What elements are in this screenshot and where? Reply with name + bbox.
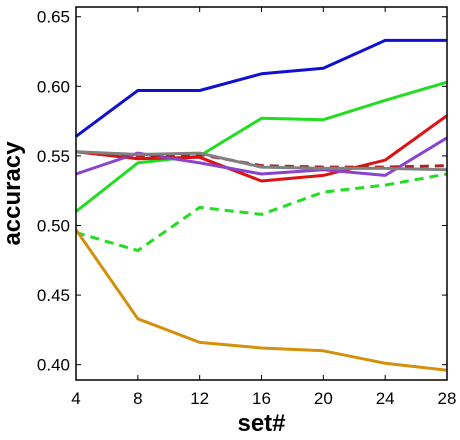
ticks-layer: 4 8 12 16 20 24 28 0.40 0.45 0.50 0.55 0.60 0.65 bbox=[37, 7, 457, 408]
series-layer bbox=[74, 38, 448, 372]
x-tick-label: 12 bbox=[190, 389, 209, 408]
y-axis-title: accuracy bbox=[0, 141, 26, 246]
x-tick-label: 4 bbox=[71, 389, 80, 408]
series-line-3 bbox=[75, 114, 448, 183]
x-tick-label: 8 bbox=[133, 389, 142, 408]
x-tick-label: 28 bbox=[438, 389, 457, 408]
x-tick-label: 16 bbox=[252, 389, 271, 408]
y-tick-label: 0.40 bbox=[37, 356, 70, 375]
y-tick-label: 0.65 bbox=[37, 8, 70, 27]
y-tick-label: 0.45 bbox=[37, 286, 70, 305]
y-tick-label: 0.60 bbox=[37, 77, 70, 96]
y-tick-label: 0.55 bbox=[37, 147, 70, 166]
x-tick-label: 24 bbox=[376, 389, 395, 408]
series-line-8 bbox=[74, 228, 448, 372]
plot-frame bbox=[75, 6, 448, 381]
series-line-1 bbox=[75, 38, 447, 138]
series-line-6 bbox=[75, 150, 448, 172]
series-line-2 bbox=[75, 80, 448, 213]
series-line-7 bbox=[75, 172, 448, 253]
y-tick-label: 0.50 bbox=[37, 217, 70, 236]
x-tick-label: 20 bbox=[314, 389, 333, 408]
x-axis-title: set# bbox=[237, 410, 285, 437]
